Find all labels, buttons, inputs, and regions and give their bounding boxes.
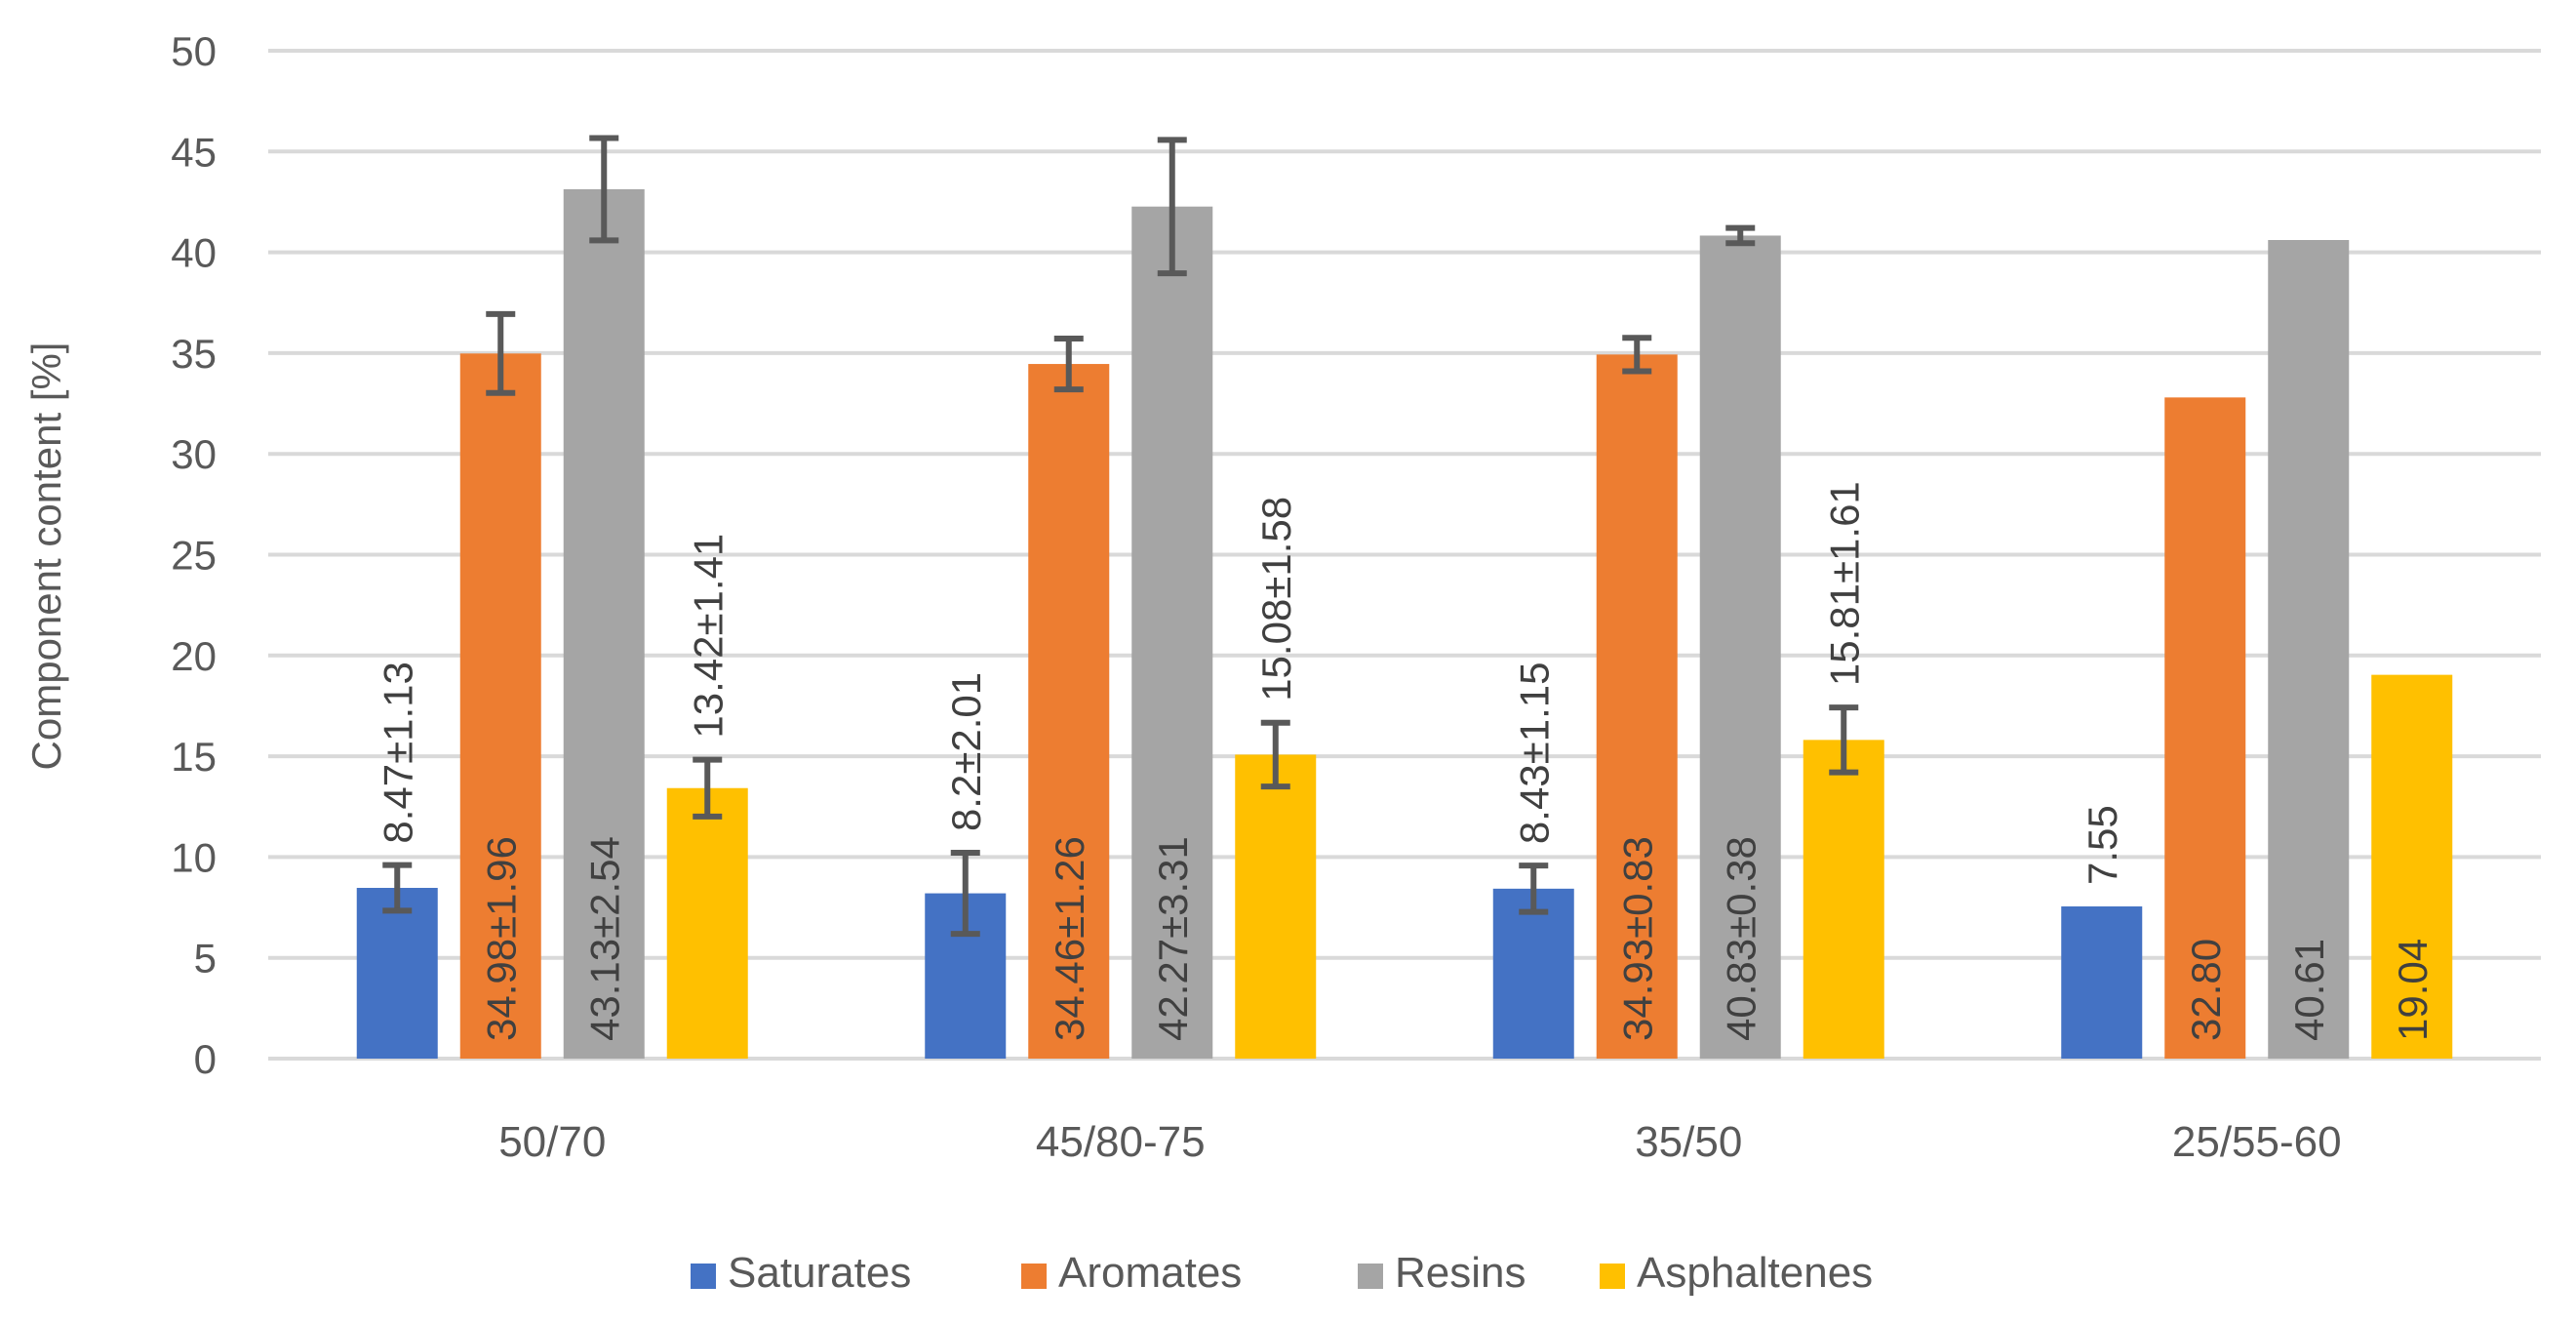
legend-label: Saturates xyxy=(728,1249,911,1297)
data-label: 34.46±1.26 xyxy=(1047,836,1092,1041)
legend-swatch xyxy=(1358,1264,1383,1289)
bar-resins xyxy=(1131,206,1213,1060)
y-tick-label: 35 xyxy=(171,331,217,377)
error-bar xyxy=(1829,704,1859,776)
error-bar xyxy=(950,850,980,938)
legend-label: Resins xyxy=(1395,1249,1526,1297)
error-bar xyxy=(693,756,723,820)
error-bar xyxy=(1725,224,1756,247)
legend-swatch xyxy=(691,1264,716,1289)
y-tick-label: 0 xyxy=(194,1036,217,1082)
error-bar xyxy=(1622,335,1652,375)
x-category-label: 35/50 xyxy=(1635,1118,1742,1166)
data-label: 40.83±0.38 xyxy=(1718,836,1764,1041)
x-axis-categories: 50/70 45/80-75 35/50 25/55-60 xyxy=(498,1118,2341,1166)
y-tick-label: 10 xyxy=(171,834,217,880)
data-label: 34.98±1.96 xyxy=(478,836,524,1041)
bar-asphaltenes xyxy=(2371,674,2453,1059)
y-tick-label: 15 xyxy=(171,734,217,780)
data-label: 13.42±1.41 xyxy=(685,534,731,739)
bar-resins xyxy=(2268,239,2350,1059)
legend-item-resins: Resins xyxy=(1358,1249,1526,1297)
y-axis-ticks: 0 5 10 15 20 25 30 35 40 45 50 xyxy=(171,28,217,1082)
bar-asphaltenes xyxy=(1235,754,1317,1059)
x-category-label: 25/55-60 xyxy=(2172,1118,2342,1166)
data-labels: 8.47±1.13 34.98±1.96 43.13±2.54 13.42±1.41 8… xyxy=(375,481,2436,1041)
error-bar xyxy=(1053,336,1084,393)
error-bar xyxy=(1519,863,1549,915)
bar-saturates xyxy=(356,888,438,1059)
bar-aromates xyxy=(1596,354,1678,1059)
bar-aromates xyxy=(1028,364,1110,1059)
legend-item-asphaltenes: Asphaltenes xyxy=(1600,1249,1873,1297)
data-label: 43.13±2.54 xyxy=(581,836,627,1041)
data-label: 8.43±1.15 xyxy=(1511,662,1557,845)
data-label: 40.61 xyxy=(2286,939,2332,1041)
data-label: 15.08±1.58 xyxy=(1253,497,1299,702)
data-label: 8.2±2.01 xyxy=(943,672,989,831)
error-bar xyxy=(1260,719,1290,790)
bar-aromates xyxy=(459,353,541,1059)
bar-saturates xyxy=(1492,888,1574,1059)
legend-label: Aromates xyxy=(1058,1249,1242,1297)
data-label: 8.47±1.13 xyxy=(375,662,420,844)
bar-resins xyxy=(563,188,645,1059)
error-bars xyxy=(382,135,1859,938)
bar-saturates xyxy=(2061,906,2143,1059)
error-bar xyxy=(382,862,413,914)
y-tick-label: 5 xyxy=(194,936,217,982)
bar-resins xyxy=(1699,235,1781,1059)
legend-item-aromates: Aromates xyxy=(1021,1249,1242,1297)
data-label: 42.27±3.31 xyxy=(1150,836,1196,1041)
data-label: 15.81±1.61 xyxy=(1821,481,1867,686)
data-label: 19.04 xyxy=(2390,939,2436,1041)
y-tick-label: 30 xyxy=(171,431,217,477)
gridlines xyxy=(268,49,2541,1061)
bars xyxy=(356,188,2453,1060)
bar-aromates xyxy=(2164,397,2246,1059)
legend-swatch xyxy=(1600,1264,1625,1289)
error-bar xyxy=(486,310,516,396)
legend: Saturates Aromates Resins Asphaltenes xyxy=(691,1249,1873,1297)
data-label: 34.93±0.83 xyxy=(1614,836,1660,1041)
x-category-label: 45/80-75 xyxy=(1036,1118,1206,1166)
error-bar xyxy=(1157,137,1187,277)
x-category-label: 50/70 xyxy=(498,1118,606,1166)
error-bar xyxy=(589,135,619,244)
data-label: 7.55 xyxy=(2080,805,2125,885)
y-axis-title: Component content [%] xyxy=(23,342,69,771)
legend-swatch xyxy=(1021,1264,1047,1289)
bar-asphaltenes xyxy=(1803,740,1884,1059)
y-tick-label: 20 xyxy=(171,633,217,679)
y-tick-label: 25 xyxy=(171,533,217,579)
y-tick-label: 50 xyxy=(171,28,217,74)
y-tick-label: 45 xyxy=(171,129,217,175)
legend-item-saturates: Saturates xyxy=(691,1249,911,1297)
bar-asphaltenes xyxy=(666,787,748,1059)
legend-label: Asphaltenes xyxy=(1637,1249,1873,1297)
y-tick-label: 40 xyxy=(171,230,217,276)
data-label: 32.80 xyxy=(2183,939,2229,1041)
